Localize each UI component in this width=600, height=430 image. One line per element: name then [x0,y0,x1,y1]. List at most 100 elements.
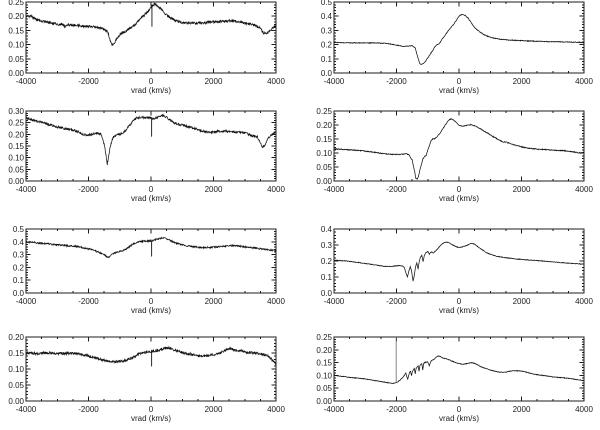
panel-row1-left: -4000 -2000 0 2000 4000 0.00 0.05 0.10 0.15 0.20 0… [8,0,285,95]
x-axis-title: vrad (km/s) [439,306,479,315]
y-tick-label: 0.4 [13,238,25,247]
x-axis-title: vrad (km/s) [131,194,171,203]
axis-ticks [333,110,585,182]
y-tick-label: 0.5 [13,225,25,234]
y-tick-label: 0.1 [13,276,25,285]
spectrum-curve [25,236,277,259]
plot-frame [25,110,277,182]
x-tick-label: 2000 [205,405,223,414]
spectrum-curve [25,345,277,366]
y-tick-label: 0.25 [316,107,332,116]
y-tick-label: 0.10 [8,365,24,374]
y-tick-label: 0.05 [316,384,332,393]
x-tick-label: -2000 [386,297,407,306]
panel-row3-left: -4000 -2000 0 2000 4000 0.0 0.1 0.2 0.3 0.4 0.5 vra… [13,225,286,315]
plot-frame [333,1,585,74]
panel-row2-right: -4000 -2000 0 2000 4000 0.00 0.05 0.10 0.15 0.20 0… [316,107,593,203]
x-axis-title: vrad (km/s) [439,86,479,95]
y-tick-label: 0.20 [8,130,24,139]
x-axis-title: vrad (km/s) [439,414,479,423]
x-tick-label: 2000 [205,185,223,194]
axis-ticks [25,228,277,294]
x-tick-label: 2000 [513,77,531,86]
x-tick-label: -4000 [324,297,345,306]
y-tick-label: 0.5 [321,0,333,7]
y-tick-label: 0.15 [316,359,332,368]
y-tick-label: 0.25 [316,333,332,342]
x-tick-label: 2000 [205,77,223,86]
y-tick-label: 0.2 [321,41,333,50]
y-tick-label: 0.4 [321,12,333,21]
x-axis-title: vrad (km/s) [131,306,171,315]
y-tick-label: 0.2 [321,257,333,266]
y-tick-label: 0.05 [8,165,24,174]
x-tick-label: 0 [457,185,462,194]
panel-row2-left: -4000 -2000 0 2000 4000 0.00 0.05 0.10 0.15 0.20 0… [8,107,285,203]
x-tick-label: -4000 [16,77,37,86]
x-tick-label: 0 [149,185,154,194]
y-tick-label: 0.1 [321,55,333,64]
y-tick-label: 0.3 [13,251,25,260]
y-tick-label: 0.4 [321,225,333,234]
plot-frame [25,228,277,294]
x-tick-label: -4000 [324,185,345,194]
y-tick-label: 0.3 [321,26,333,35]
x-tick-label: -4000 [16,185,37,194]
spectrum-curve [333,355,585,385]
axis-ticks [25,336,277,402]
y-tick-label: 0.0 [321,289,333,298]
y-tick-label: 0.05 [8,381,24,390]
axis-ticks [333,336,585,402]
y-tick-label: 0.15 [8,349,24,358]
plot-frame [333,110,585,182]
x-tick-label: -2000 [386,185,407,194]
spectrum-curve [333,241,585,282]
x-tick-label: 0 [457,77,462,86]
y-tick-label: 0.05 [316,163,332,172]
y-tick-label: 0.15 [8,26,24,35]
x-axis-title: vrad (km/s) [131,86,171,95]
axis-ticks [333,228,585,294]
x-axis-title: vrad (km/s) [439,194,479,203]
x-tick-label: -4000 [16,405,37,414]
panel-row1-right: -4000 -2000 0 2000 4000 0.0 0.1 0.2 0.3 0.4 0.5 vra… [321,0,594,95]
y-tick-label: 0.3 [321,241,333,250]
x-tick-label: -2000 [78,297,99,306]
y-tick-label: 0.00 [8,69,24,78]
y-tick-label: 0.20 [316,121,332,130]
y-tick-label: 0.30 [8,107,24,116]
x-tick-label: -2000 [386,405,407,414]
spectrum-curve [333,13,585,66]
y-tick-label: 0.25 [8,0,24,7]
y-tick-label: 0.20 [8,333,24,342]
x-tick-label: -2000 [78,77,99,86]
x-tick-label: 4000 [267,405,285,414]
y-tick-label: 0.20 [316,346,332,355]
axis-ticks [25,110,277,182]
y-tick-label: 0.20 [8,12,24,21]
plot-frame [25,1,277,74]
x-tick-label: 4000 [575,77,593,86]
x-tick-label: 4000 [575,185,593,194]
x-tick-label: 0 [149,77,154,86]
y-tick-label: 0.00 [8,397,24,406]
y-tick-label: 0.00 [316,397,332,406]
y-tick-label: 0.10 [316,149,332,158]
x-tick-label: 4000 [267,185,285,194]
x-tick-label: 2000 [513,297,531,306]
x-tick-label: -2000 [78,405,99,414]
y-tick-label: 0.10 [8,41,24,50]
x-tick-label: 0 [149,405,154,414]
panel-row3-right: -4000 -2000 0 2000 4000 0.0 0.1 0.2 0.3 0.4 vrad (… [321,225,594,315]
x-tick-label: 4000 [575,297,593,306]
plot-frame [333,336,585,402]
y-tick-label: 0.00 [8,177,24,186]
y-tick-label: 0.05 [8,55,24,64]
panel-row4-right: -4000 -2000 0 2000 4000 0.00 0.05 0.10 0.15 0.20 0… [316,333,593,423]
x-tick-label: -4000 [16,297,37,306]
spectrum-curve [333,117,585,180]
x-tick-label: 4000 [267,77,285,86]
x-tick-label: 2000 [513,185,531,194]
